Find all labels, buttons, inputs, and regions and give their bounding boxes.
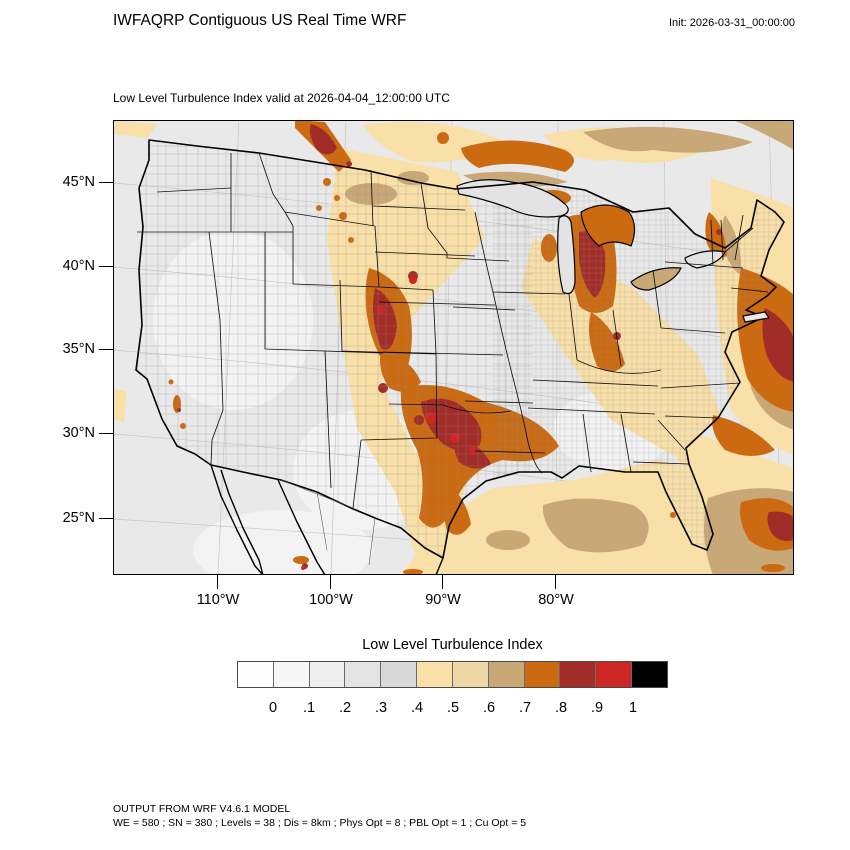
colorbar-tick-5: .5	[446, 700, 460, 716]
colorbar-tick-10: 1	[628, 700, 638, 716]
mexico-coastline	[210, 464, 444, 575]
y-tickmark	[99, 266, 113, 268]
colorbar-cell	[596, 662, 633, 687]
y-tick-40N: 40°N	[62, 258, 95, 274]
colorbar-cell	[309, 662, 346, 687]
colorbar-tick-7: .7	[518, 700, 532, 716]
x-tickmark	[217, 575, 219, 589]
x-tickmark	[555, 575, 557, 589]
y-tickmark	[99, 518, 113, 520]
colorbar-tick-2: .2	[338, 700, 352, 716]
colorbar-cell	[273, 662, 310, 687]
colorbar-cell	[524, 662, 561, 687]
us-coastline	[135, 139, 785, 559]
state-boundaries	[137, 152, 769, 509]
colorbar-cell	[417, 662, 453, 687]
colorbar-cell	[488, 662, 525, 687]
colorbar-cell	[238, 662, 274, 687]
colorbar-cell	[560, 662, 597, 687]
y-tick-35N: 35°N	[62, 341, 95, 357]
y-tickmark	[99, 182, 113, 184]
colorbar-cell	[452, 662, 489, 687]
colorbar-tick-4: .4	[410, 700, 424, 716]
x-tickmark	[442, 575, 444, 589]
x-tickmark	[330, 575, 332, 589]
st-lawrence-border	[724, 227, 754, 253]
colorbar-tick-9: .9	[590, 700, 604, 716]
colorbar-tick-6: .6	[482, 700, 496, 716]
y-tick-25N: 25°N	[62, 510, 95, 526]
x-tick-90W: 90°W	[425, 592, 461, 608]
colorbar-tick-8: .8	[554, 700, 568, 716]
colorbar-tick-3: .3	[374, 700, 388, 716]
y-tickmark	[99, 433, 113, 435]
model-output-line: OUTPUT FROM WRF V4.6.1 MODEL	[113, 803, 291, 815]
colorbar-tick-0: 0	[268, 700, 278, 716]
y-tickmark	[99, 349, 113, 351]
y-tick-30N: 30°N	[62, 425, 95, 441]
x-tick-80W: 80°W	[538, 592, 574, 608]
long-island	[742, 311, 770, 323]
us-turbulence-map	[113, 120, 794, 575]
colorbar-cell	[381, 662, 418, 687]
colorbar-cell	[345, 662, 382, 687]
great-lakes	[456, 179, 726, 295]
colorbar-title: Low Level Turbulence Index	[362, 637, 543, 653]
plot-subtitle: Low Level Turbulence Index valid at 2026…	[113, 91, 450, 105]
map-border	[113, 120, 794, 575]
colorbar-tick-1: .1	[302, 700, 316, 716]
colorbar-cell	[632, 662, 667, 687]
init-timestamp: Init: 2026-03-31_00:00:00	[669, 17, 795, 29]
x-tick-100W: 100°W	[309, 592, 353, 608]
page-title: IWFAQRP Contiguous US Real Time WRF	[113, 12, 407, 29]
x-tick-110W: 110°W	[196, 592, 240, 608]
y-tick-45N: 45°N	[62, 174, 95, 190]
colorbar	[237, 661, 668, 688]
model-config-line: WE = 580 ; SN = 380 ; Levels = 38 ; Dis …	[113, 817, 527, 829]
